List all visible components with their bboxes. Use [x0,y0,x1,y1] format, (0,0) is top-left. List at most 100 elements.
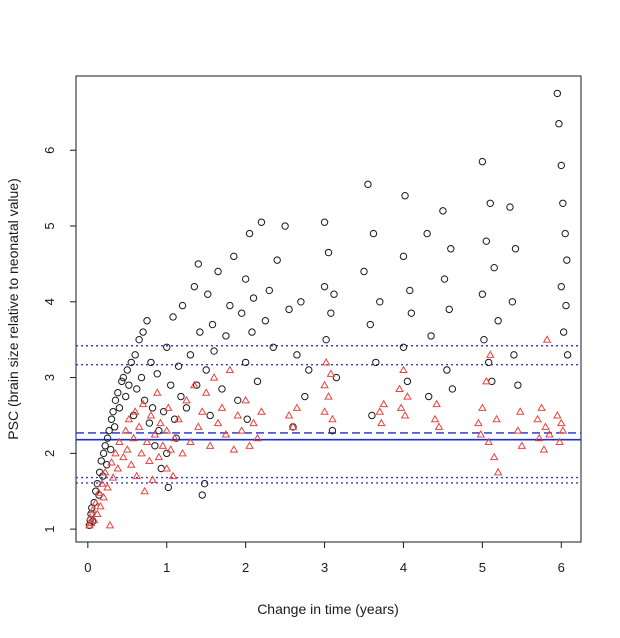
data-point [155,426,163,435]
data-point [241,395,250,404]
x-tick-label: 6 [558,560,565,575]
data-point [108,473,118,481]
data-point [508,298,517,306]
data-point [482,376,491,385]
data-point [541,422,550,430]
data-point [555,120,563,128]
data-point [377,418,386,427]
data-point [237,426,246,434]
data-point [229,445,239,453]
data-point [126,460,136,468]
data-point [221,429,231,438]
data-point [205,441,215,449]
data-point [511,245,520,253]
data-point [182,404,191,412]
data-point [245,441,254,449]
data-point [103,483,112,491]
data-point [166,445,175,453]
data-point [480,335,488,344]
data-point [399,343,408,351]
data-point [406,286,414,295]
data-point [364,180,372,189]
data-point [248,328,256,336]
data-point [129,411,138,420]
data-point [129,433,138,442]
data-point [403,392,412,400]
data-point [101,442,109,450]
data-point [281,222,289,230]
data-point [153,370,161,378]
x-tick-label: 5 [479,560,486,575]
data-point [249,418,258,427]
data-point [196,328,204,336]
data-point [133,385,141,393]
data-point [198,491,206,499]
data-point [182,395,191,404]
data-point [162,464,172,472]
data-point [125,381,133,389]
data-point [474,418,483,427]
data-point [218,385,226,393]
data-point [178,301,187,310]
data-point [537,403,546,411]
x-axis-title: Change in time (years) [257,601,399,617]
data-point [327,309,335,317]
data-point [132,471,142,480]
data-point [360,267,368,276]
data-point [478,157,487,166]
data-point [399,252,408,261]
data-points [85,89,572,530]
data-point [493,467,503,476]
data-point [206,411,214,420]
data-point [243,415,251,423]
x-tick-label: 1 [163,560,170,575]
data-point [214,267,222,276]
x-tick-label: 2 [242,560,249,575]
data-point [478,403,487,411]
data-point [122,392,130,401]
data-point [440,275,449,283]
data-point [111,448,120,457]
data-point [478,290,487,298]
data-point [138,399,148,408]
data-point [190,380,199,389]
data-point [542,335,552,343]
series-red-triangles [85,335,568,529]
x-tick-label: 3 [321,560,328,575]
data-point [407,309,416,317]
data-point [151,442,159,450]
data-point [320,380,329,389]
data-point [484,358,493,367]
data-point [561,229,569,238]
data-point [170,433,179,442]
data-point [100,467,110,476]
data-point [492,414,501,423]
data-point [301,392,309,401]
data-point [322,335,330,344]
data-point [139,328,147,336]
data-point [489,452,499,461]
data-point [563,256,571,264]
data-point [513,426,523,434]
data-point [226,301,234,310]
data-point [91,498,100,506]
data-point [153,388,162,396]
data-point [432,399,441,408]
data-point [330,290,338,298]
data-point [533,414,542,423]
data-point [89,515,99,524]
data-point [369,229,378,238]
data-point [222,332,230,340]
data-point [142,437,152,446]
data-point [559,199,567,207]
data-point [320,218,329,226]
data-point [563,351,572,359]
data-point [123,445,132,453]
data-point [305,366,313,374]
data-point [368,411,376,420]
data-point [553,89,562,98]
data-point [485,350,495,358]
data-point [321,358,331,366]
data-point [514,381,522,389]
data-point [557,161,565,170]
